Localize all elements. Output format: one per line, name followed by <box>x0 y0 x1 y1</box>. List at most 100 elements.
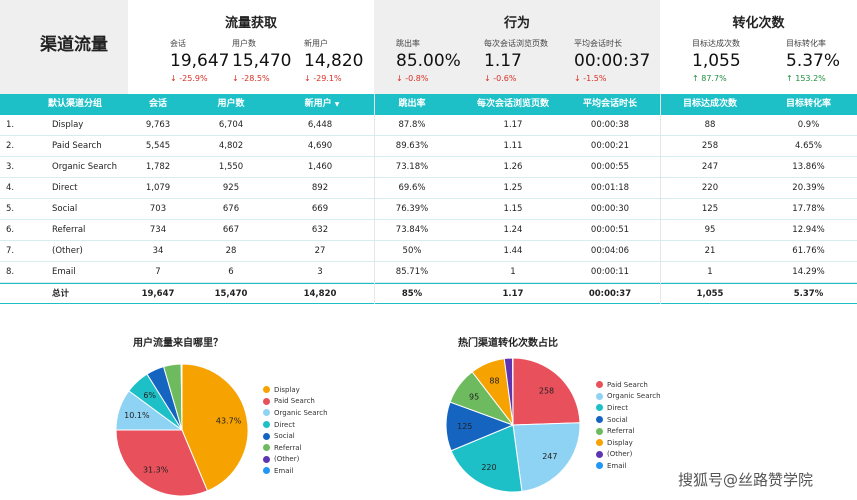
table-row[interactable]: 3. Organic Search 1,782 1,550 1,460 73.18% 1.2… <box>0 157 857 178</box>
avg-duration-cell: 00:01:18 <box>590 183 630 193</box>
table-row[interactable]: 1. Display 9,763 6,704 6,448 87.8% 1.17 00:00:3… <box>0 115 857 136</box>
column-header-pages-per-session[interactable]: 每次会话浏览页数 <box>476 99 549 109</box>
table-total-row[interactable]: 总计 19,647 15,470 14,820 85% 1.17 00:00:37 1,055… <box>0 283 857 304</box>
bounce-rate-cell: 87.8% <box>398 120 426 130</box>
kpi-sessions[interactable]: 会话 19,647 ↓ -25.9% <box>170 38 229 83</box>
legend-item[interactable]: Email <box>263 465 328 477</box>
legend-item[interactable]: Social <box>596 414 661 426</box>
row-index: 6. <box>6 225 15 235</box>
kpi-users[interactable]: 用户数 15,470 ↓ -28.5% <box>232 38 291 83</box>
table-row[interactable]: 8. Email 7 6 3 85.71% 1 00:00:11 1 14.29% <box>0 262 857 283</box>
column-header-goal-rate[interactable]: 目标转化率 <box>785 99 831 109</box>
kpi-value: 00:00:37 <box>574 51 651 71</box>
table-row[interactable]: 5. Social 703 676 669 76.39% 1.15 00:00:30 125 17… <box>0 199 857 220</box>
new-users-cell: 892 <box>311 183 329 193</box>
kpi-bounce-rate[interactable]: 跳出率 85.00% ↓ -0.8% <box>396 38 461 83</box>
kpi-goal-completions[interactable]: 目标达成次数 1,055 ↑ 87.7% <box>692 38 741 83</box>
watermark: 搜狐号@丝路赞学院 <box>678 471 814 489</box>
sessions-cell: 1,782 <box>145 162 171 172</box>
pie-slice-direct[interactable] <box>450 424 523 493</box>
arrow-down-icon: ↓ <box>484 74 491 83</box>
legend-swatch <box>596 427 603 435</box>
sessions-cell: 34 <box>152 246 164 256</box>
pie-data-label: 247 <box>542 452 557 461</box>
kpi-goal-conversion-rate[interactable]: 目标转化率 5.37% ↑ 153.2% <box>786 38 840 83</box>
kpi-value: 19,647 <box>170 51 230 71</box>
column-group-divider <box>660 94 661 304</box>
column-header-users[interactable]: 用户数 <box>217 99 245 109</box>
chart-title-conversions-share: 热门渠道转化次数占比 <box>458 338 558 349</box>
goal-completions-cell: 88 <box>704 120 716 130</box>
pages-per-session-cell: 1.26 <box>503 162 523 172</box>
legend-item[interactable]: Direct <box>263 419 328 431</box>
legend-item[interactable]: Email <box>596 460 661 472</box>
table-row[interactable]: 4. Direct 1,079 925 892 69.6% 1.25 00:01:18 220 2… <box>0 178 857 199</box>
pie-slice-other[interactable] <box>180 363 183 431</box>
pie-slice-organic-search[interactable] <box>512 422 581 492</box>
kpi-change: ↑ 87.7% <box>692 74 727 83</box>
kpi-value: 5.37% <box>786 51 841 71</box>
legend-item[interactable]: Organic Search <box>263 407 328 419</box>
pie-data-label: 43.7% <box>216 417 242 426</box>
legend-item[interactable]: Organic Search <box>596 391 661 403</box>
conversions-share-legend: Paid Search Organic Search Direct Social Ref… <box>596 379 661 472</box>
avg-duration-cell: 00:00:21 <box>590 141 630 151</box>
kpi-label: 用户数 <box>232 39 256 48</box>
column-header-new-users[interactable]: 新用户 ▼ <box>304 99 340 109</box>
legend-item[interactable]: Paid Search <box>596 379 661 391</box>
kpi-pages-per-session[interactable]: 每次会话浏览页数 1.17 ↓ -0.6% <box>484 38 548 83</box>
behavior-title: 行为 <box>503 16 530 31</box>
row-index: 3. <box>6 162 15 172</box>
legend-label: Display <box>274 385 300 394</box>
kpi-avg-session-duration[interactable]: 平均会话时长 00:00:37 ↓ -1.5% <box>574 38 650 83</box>
sort-desc-icon[interactable]: ▼ <box>334 101 340 108</box>
pages-per-session-cell: 1.17 <box>503 120 523 130</box>
new-users-cell: 6,448 <box>307 120 333 130</box>
legend-item[interactable]: (Other) <box>263 454 328 466</box>
legend-item[interactable]: Display <box>596 437 661 449</box>
legend-item[interactable]: Paid Search <box>263 396 328 408</box>
pie-slice-paid-search[interactable] <box>512 357 581 426</box>
table-row[interactable]: 2. Paid Search 5,545 4,802 4,690 89.63% 1.11 00… <box>0 136 857 157</box>
arrow-down-icon: ↓ <box>304 74 311 83</box>
pages-per-session-cell: 1.17 <box>502 289 524 299</box>
legend-swatch <box>263 421 270 429</box>
legend-label: Paid Search <box>607 380 648 389</box>
legend-label: Direct <box>274 420 295 429</box>
column-header-goal-completions[interactable]: 目标达成次数 <box>682 99 737 109</box>
legend-label: Paid Search <box>274 397 315 406</box>
table-row[interactable]: 6. Referral 734 667 632 73.84% 1.24 00:00:51 95 1… <box>0 220 857 241</box>
channel-name: Referral <box>52 225 86 235</box>
kpi-new-users[interactable]: 新用户 14,820 ↓ -29.1% <box>304 38 363 83</box>
legend-item[interactable]: Referral <box>596 425 661 437</box>
legend-item[interactable]: (Other) <box>596 449 661 461</box>
pie-slice-paid-search[interactable] <box>115 429 209 497</box>
pie-data-label: 88 <box>489 376 499 385</box>
arrow-down-icon: ↓ <box>574 74 581 83</box>
legend-item[interactable]: Direct <box>596 402 661 414</box>
sessions-cell: 9,763 <box>145 120 171 130</box>
column-header-sessions[interactable]: 会话 <box>148 99 167 109</box>
page-title: 渠道流量 <box>40 35 108 55</box>
pages-per-session-cell: 1.44 <box>503 246 523 256</box>
goal-rate-cell: 5.37% <box>793 289 824 299</box>
pie-slice-display[interactable] <box>181 363 249 492</box>
column-header-avg-duration[interactable]: 平均会话时长 <box>582 99 637 109</box>
legend-item[interactable]: Social <box>263 430 328 442</box>
kpi-change: ↓ -0.6% <box>484 74 517 83</box>
kpi-label: 目标达成次数 <box>692 39 740 48</box>
arrow-down-icon: ↓ <box>232 74 239 83</box>
legend-item[interactable]: Display <box>263 384 328 396</box>
bounce-rate-cell: 50% <box>402 246 422 256</box>
column-header-channel[interactable]: 默认渠道分组 <box>47 99 102 109</box>
legend-swatch <box>263 444 270 452</box>
channel-name: Social <box>52 204 78 214</box>
channel-name: Organic Search <box>52 162 117 172</box>
users-cell: 4,802 <box>218 141 244 151</box>
arrow-up-icon: ↑ <box>786 74 793 83</box>
legend-label: Organic Search <box>274 408 328 417</box>
legend-item[interactable]: Referral <box>263 442 328 454</box>
table-row[interactable]: 7. (Other) 34 28 27 50% 1.44 00:04:06 21 61.76% <box>0 241 857 262</box>
column-header-bounce-rate[interactable]: 跳出率 <box>398 99 426 109</box>
users-cell: 667 <box>222 225 240 235</box>
